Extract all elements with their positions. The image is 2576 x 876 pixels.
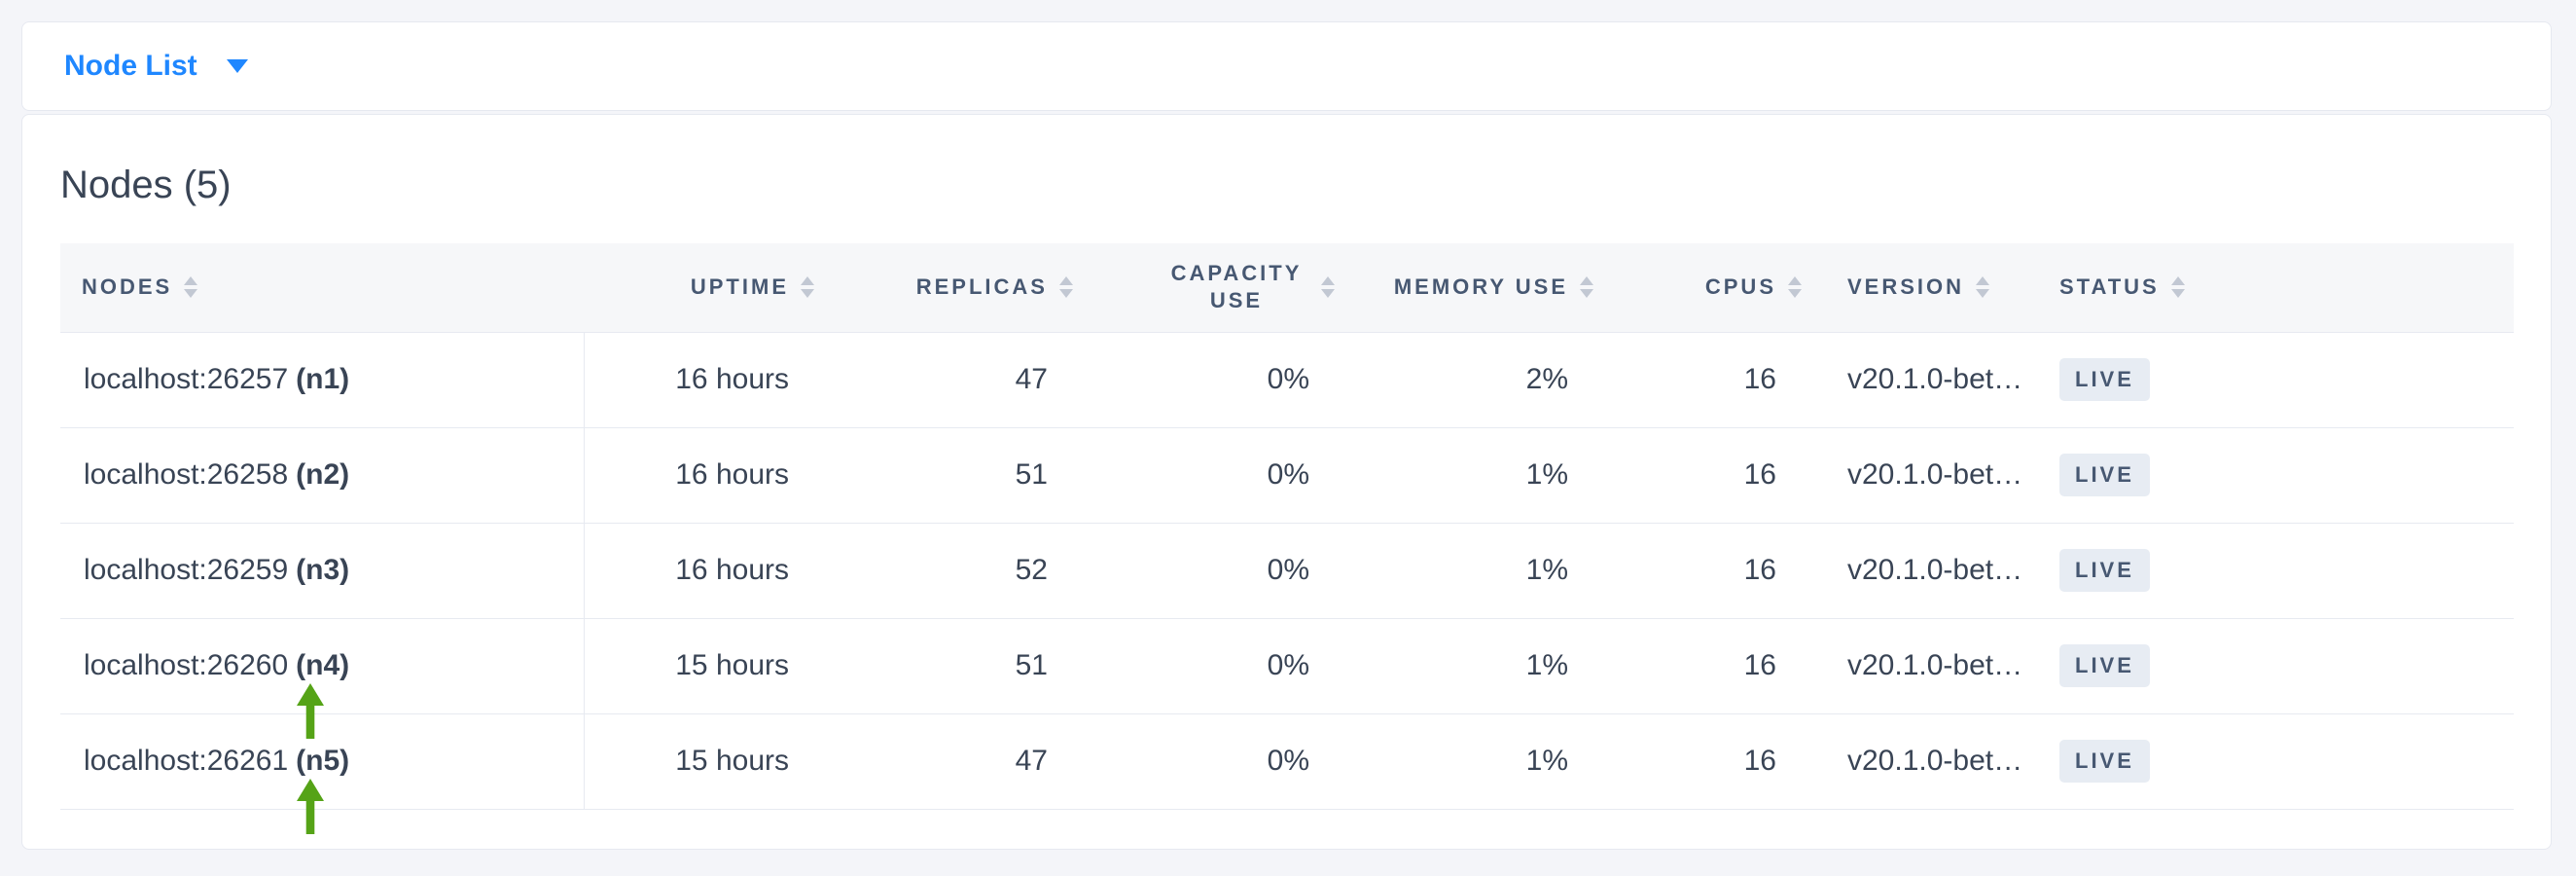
memory-use-cell: 2% bbox=[1354, 332, 1613, 428]
uptime-cell: 15 hours bbox=[584, 618, 834, 714]
memory-use-cell: 1% bbox=[1354, 523, 1613, 619]
capacity-use-cell: 0% bbox=[1092, 523, 1354, 619]
version-cell: v20.1.0-bet… bbox=[1821, 427, 2040, 524]
status-cell: LIVE bbox=[2040, 618, 2514, 714]
annotation-arrow-up-icon bbox=[297, 778, 324, 834]
sort-icon bbox=[1788, 276, 1802, 299]
column-header-status[interactable]: STATUS bbox=[2040, 243, 2514, 333]
node-id: (n1) bbox=[296, 363, 350, 395]
node-name-cell: localhost:26257 (n1) bbox=[60, 332, 585, 428]
node-id: (n3) bbox=[296, 554, 350, 586]
page-title: Nodes (5) bbox=[60, 164, 232, 206]
version-cell: v20.1.0-bet… bbox=[1821, 713, 2040, 810]
uptime-cell: 16 hours bbox=[584, 427, 834, 524]
capacity-use-cell: 0% bbox=[1092, 618, 1354, 714]
column-header-memory-use[interactable]: MEMORY USE bbox=[1354, 243, 1613, 333]
node-address: localhost:26260 bbox=[84, 649, 289, 681]
sort-icon bbox=[184, 276, 198, 299]
capacity-use-cell: 0% bbox=[1092, 427, 1354, 524]
status-badge: LIVE bbox=[2059, 740, 2150, 783]
table-row: localhost:26257 (n1) 16 hours 47 0% 2% 16… bbox=[60, 332, 2514, 428]
status-badge: LIVE bbox=[2059, 549, 2150, 592]
node-name-cell: localhost:26261 (n5) bbox=[60, 713, 585, 834]
column-header-uptime[interactable]: UPTIME bbox=[584, 243, 834, 333]
cpus-cell: 16 bbox=[1613, 523, 1821, 619]
replicas-cell: 52 bbox=[834, 523, 1092, 619]
uptime-cell: 16 hours bbox=[584, 523, 834, 619]
cpus-cell: 16 bbox=[1613, 618, 1821, 714]
sort-icon bbox=[1580, 276, 1593, 299]
column-header-version[interactable]: VERSION bbox=[1821, 243, 2040, 333]
table-row: localhost:26260 (n4) 15 hours 51 0% 1% 16… bbox=[60, 618, 2514, 739]
version-cell: v20.1.0-bet… bbox=[1821, 618, 2040, 714]
table-header-row: NODES UPTIME REPLICAS bbox=[60, 243, 2514, 333]
node-id: (n4) bbox=[296, 649, 350, 681]
status-cell: LIVE bbox=[2040, 427, 2514, 524]
memory-use-cell: 1% bbox=[1354, 427, 1613, 524]
column-header-nodes[interactable]: NODES bbox=[60, 243, 584, 333]
node-list-dropdown-label: Node List bbox=[64, 50, 197, 82]
status-cell: LIVE bbox=[2040, 523, 2514, 619]
column-header-capacity-use[interactable]: CAPACITY USE bbox=[1092, 243, 1354, 333]
replicas-cell: 51 bbox=[834, 618, 1092, 714]
table-row: localhost:26259 (n3) 16 hours 52 0% 1% 16… bbox=[60, 523, 2514, 619]
capacity-use-cell: 0% bbox=[1092, 713, 1354, 810]
node-name-cell: localhost:26260 (n4) bbox=[60, 618, 585, 739]
node-list-dropdown[interactable]: Node List bbox=[64, 50, 248, 83]
version-cell: v20.1.0-bet… bbox=[1821, 332, 2040, 428]
status-badge: LIVE bbox=[2059, 644, 2150, 687]
node-name-cell: localhost:26259 (n3) bbox=[60, 523, 585, 619]
chevron-down-icon bbox=[226, 59, 248, 73]
node-address: localhost:26261 bbox=[84, 745, 289, 777]
column-header-replicas[interactable]: REPLICAS bbox=[834, 243, 1092, 333]
nodes-table: NODES UPTIME REPLICAS bbox=[60, 243, 2514, 834]
uptime-cell: 16 hours bbox=[584, 332, 834, 428]
nodes-card: Nodes (5) NODES UPTIME bbox=[21, 114, 2552, 850]
version-cell: v20.1.0-bet… bbox=[1821, 523, 2040, 619]
memory-use-cell: 1% bbox=[1354, 713, 1613, 810]
replicas-cell: 51 bbox=[834, 427, 1092, 524]
capacity-use-cell: 0% bbox=[1092, 332, 1354, 428]
node-address: localhost:26258 bbox=[84, 458, 289, 491]
view-selector-bar: Node List bbox=[21, 21, 2552, 111]
status-cell: LIVE bbox=[2040, 713, 2514, 810]
status-badge: LIVE bbox=[2059, 358, 2150, 401]
table-row: localhost:26261 (n5) 15 hours 47 0% 1% 16… bbox=[60, 713, 2514, 834]
node-address: localhost:26259 bbox=[84, 554, 289, 586]
cpus-cell: 16 bbox=[1613, 427, 1821, 524]
cpus-cell: 16 bbox=[1613, 713, 1821, 810]
sort-icon bbox=[1321, 276, 1335, 299]
status-cell: LIVE bbox=[2040, 332, 2514, 428]
sort-icon bbox=[801, 276, 814, 299]
node-address: localhost:26257 bbox=[84, 363, 289, 395]
cpus-cell: 16 bbox=[1613, 332, 1821, 428]
status-badge: LIVE bbox=[2059, 454, 2150, 496]
replicas-cell: 47 bbox=[834, 332, 1092, 428]
node-id: (n2) bbox=[296, 458, 350, 491]
column-header-cpus[interactable]: CPUS bbox=[1613, 243, 1821, 333]
table-row: localhost:26258 (n2) 16 hours 51 0% 1% 16… bbox=[60, 427, 2514, 524]
uptime-cell: 15 hours bbox=[584, 713, 834, 810]
node-name-cell: localhost:26258 (n2) bbox=[60, 427, 585, 524]
node-id: (n5) bbox=[296, 745, 350, 777]
memory-use-cell: 1% bbox=[1354, 618, 1613, 714]
replicas-cell: 47 bbox=[834, 713, 1092, 810]
sort-icon bbox=[2170, 276, 2185, 299]
sort-icon bbox=[1976, 276, 1990, 299]
sort-icon bbox=[1059, 276, 1073, 299]
